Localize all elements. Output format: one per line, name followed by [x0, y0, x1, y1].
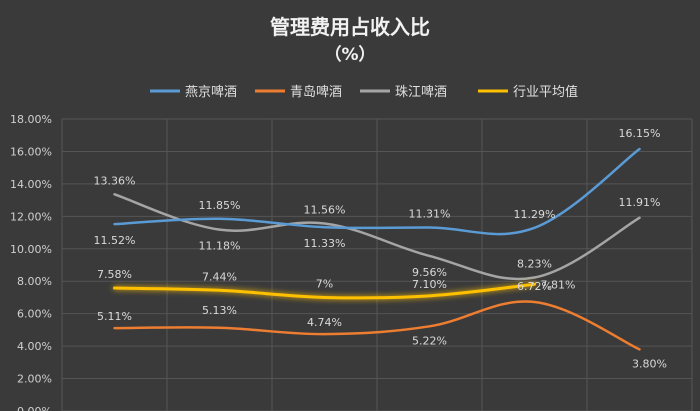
data-label: 7.10%: [412, 278, 447, 291]
y-tick-label: 0.00%: [17, 405, 52, 411]
legend: 燕京啤酒 青岛啤酒 珠江啤酒 行业平均值: [150, 84, 578, 100]
data-label: 4.74%: [307, 316, 342, 329]
data-label: 7.44%: [202, 270, 237, 283]
y-tick-label: 10.00%: [10, 243, 52, 256]
y-tick-label: 12.00%: [10, 210, 52, 223]
data-label: 8.23%: [517, 257, 552, 270]
y-tick-label: 18.00%: [10, 113, 52, 126]
data-label: 3.80%: [632, 357, 667, 370]
chart-subtitle: （%）: [324, 44, 375, 65]
data-label: 7.81%: [541, 278, 576, 291]
y-tick-label: 14.00%: [10, 178, 52, 191]
data-label: 11.33%: [304, 237, 346, 250]
data-label: 5.22%: [412, 334, 447, 347]
data-label: 11.29%: [514, 208, 556, 221]
series-line: [113, 282, 536, 300]
series-line: [113, 300, 641, 351]
grid: [61, 118, 693, 411]
series-lines: [113, 147, 641, 351]
data-label: 13.36%: [94, 174, 136, 187]
y-tick-label: 16.00%: [10, 145, 52, 158]
data-label: 11.18%: [199, 240, 241, 253]
data-label: 16.15%: [619, 127, 661, 140]
y-tick-label: 6.00%: [17, 308, 52, 321]
legend-entry: 珠江啤酒: [395, 85, 447, 100]
data-label: 11.52%: [94, 234, 136, 247]
series-line: [113, 193, 641, 281]
y-axis: 18.00% 16.00% 14.00% 12.00% 10.00% 8.00% 6.00%…: [10, 113, 52, 411]
chart-title: 管理费用占收入比: [270, 15, 430, 39]
data-labels: 11.52% 11.85% 11.33% 11.31% 11.29% 16.15% 5.11…: [94, 127, 667, 370]
data-label: 11.56%: [304, 203, 346, 216]
y-tick-label: 4.00%: [17, 340, 52, 353]
data-label: 6.72%: [517, 280, 552, 293]
data-label: 11.85%: [199, 199, 241, 212]
data-label: 11.91%: [619, 196, 661, 209]
data-label: 5.11%: [97, 310, 132, 323]
legend-entry: 燕京啤酒: [185, 85, 237, 100]
data-label: 11.31%: [409, 208, 451, 221]
data-label: 9.56%: [412, 266, 447, 279]
y-tick-label: 8.00%: [17, 275, 52, 288]
series-line: [113, 147, 641, 236]
y-tick-label: 2.00%: [17, 373, 52, 386]
data-label: 7.58%: [97, 268, 132, 281]
data-label: 5.13%: [202, 304, 237, 317]
legend-entry: 行业平均值: [513, 84, 578, 100]
legend-entry: 青岛啤酒: [290, 84, 342, 100]
data-label: 7%: [316, 277, 333, 290]
